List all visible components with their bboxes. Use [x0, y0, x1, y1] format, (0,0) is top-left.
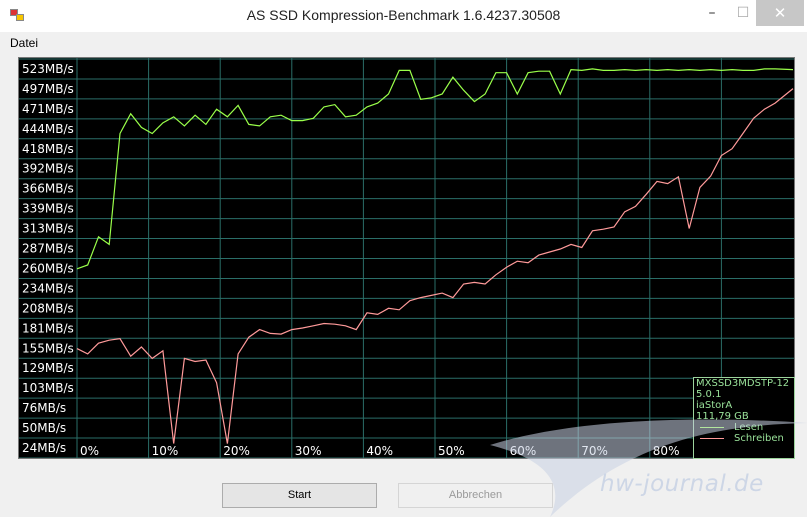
- minimize-button[interactable]: –: [708, 5, 716, 21]
- y-tick-label: 24MB/s: [22, 441, 66, 455]
- y-tick-label: 76MB/s: [22, 401, 66, 415]
- y-tick-label: 208MB/s: [22, 301, 74, 315]
- x-tick-label: 40%: [366, 444, 393, 458]
- legend-capacity: 111,79 GB: [696, 411, 749, 422]
- legend-swatch-write: [700, 438, 724, 439]
- menu-file[interactable]: Datei: [10, 36, 39, 50]
- y-tick-label: 313MB/s: [22, 222, 74, 236]
- y-tick-label: 418MB/s: [22, 142, 74, 156]
- legend-firmware: 5.0.1: [696, 389, 722, 400]
- y-tick-label: 103MB/s: [22, 381, 74, 395]
- window-title: AS SSD Kompression-Benchmark 1.6.4237.30…: [246, 7, 561, 23]
- series-line-write: [76, 88, 794, 444]
- legend-entry-write: Schreiben: [694, 433, 794, 444]
- y-tick-label: 129MB/s: [22, 361, 74, 375]
- chart-svg: 523MB/s 497MB/s 471MB/s 444MB/s 418MB/s 392MB…: [19, 58, 794, 458]
- y-tick-label: 444MB/s: [22, 122, 74, 136]
- close-button[interactable]: ✕: [756, 0, 804, 26]
- x-tick-label: 10%: [152, 444, 179, 458]
- series-line-read: [76, 68, 794, 270]
- benchmark-chart: 523MB/s 497MB/s 471MB/s 444MB/s 418MB/s 392MB…: [18, 57, 795, 459]
- legend-driver: iaStorA: [696, 400, 733, 411]
- x-tick-label: 50%: [438, 444, 465, 458]
- y-tick-label: 392MB/s: [22, 162, 74, 176]
- legend-label-write: Schreiben: [734, 433, 784, 444]
- app-icon: [10, 9, 24, 21]
- menu-bar: Datei: [0, 32, 807, 52]
- x-tick-label: 30%: [295, 444, 322, 458]
- y-tick-label: 339MB/s: [22, 202, 74, 216]
- start-button[interactable]: Start: [222, 483, 377, 508]
- legend-drive: MXSSD3MDSTP-12: [696, 378, 790, 389]
- y-tick-label: 50MB/s: [22, 421, 66, 435]
- legend-box: MXSSD3MDSTP-12 5.0.1 iaStorA 111,79 GB L…: [693, 377, 795, 459]
- y-tick-label: 366MB/s: [22, 182, 74, 196]
- y-tick-label: 523MB/s: [22, 62, 74, 76]
- y-tick-label: 497MB/s: [22, 82, 74, 96]
- y-tick-label: 287MB/s: [22, 242, 74, 256]
- legend-label-read: Lesen: [734, 422, 764, 433]
- y-tick-label: 155MB/s: [22, 341, 74, 355]
- x-tick-label: 0%: [80, 444, 99, 458]
- watermark-text: hw-journal.de: [600, 471, 764, 497]
- title-bar: AS SSD Kompression-Benchmark 1.6.4237.30…: [0, 0, 807, 33]
- y-tick-label: 260MB/s: [22, 261, 74, 275]
- y-tick-label: 181MB/s: [22, 321, 74, 335]
- maximize-button[interactable]: ☐: [736, 5, 750, 21]
- y-tick-label: 234MB/s: [22, 281, 74, 295]
- cancel-button[interactable]: Abbrechen: [398, 483, 553, 508]
- watermark-swoosh: [490, 419, 807, 517]
- x-tick-label: 20%: [223, 444, 250, 458]
- y-tick-label: 471MB/s: [22, 102, 74, 116]
